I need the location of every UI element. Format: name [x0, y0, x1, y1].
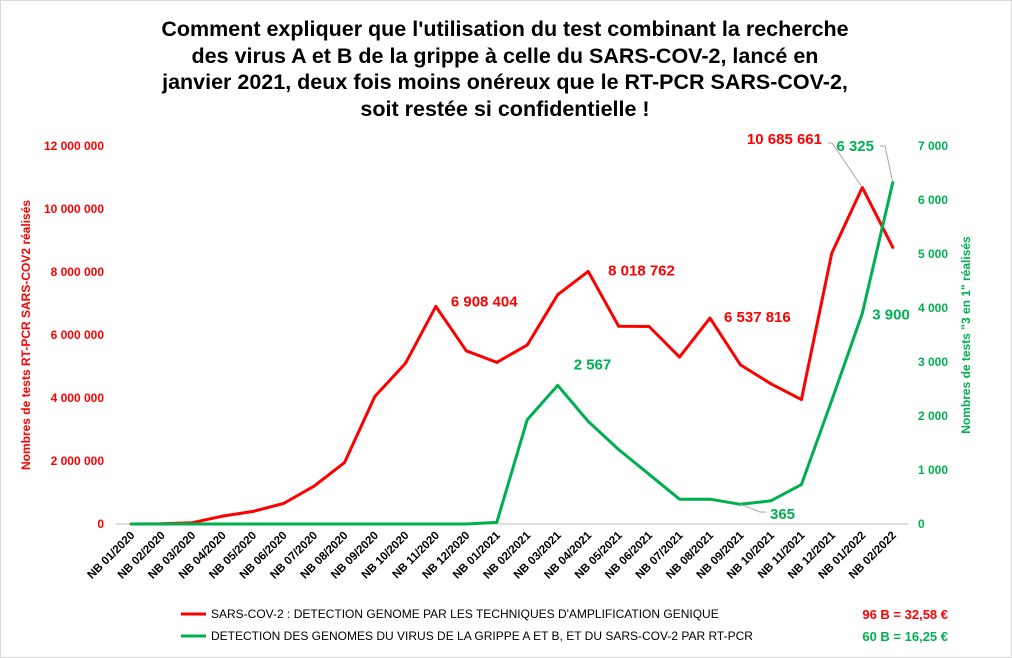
legend-label: SARS-COV-2 : DETECTION GENOME PAR LES TE…: [211, 607, 719, 621]
series-lines: [129, 180, 895, 526]
data-point: [891, 246, 895, 249]
data-point: [678, 497, 681, 501]
data-point: [251, 522, 255, 526]
data-label-leader: [740, 503, 766, 513]
data-point: [190, 522, 194, 526]
data-point: [617, 324, 621, 328]
data-labels: 6 908 404 8 018 762 6 537 816 10 685 661 2 5…: [451, 131, 910, 523]
y-left-axis-title: Nombres de tests RT-PCR SARS-COV2 réalis…: [19, 200, 33, 470]
data-point: [373, 522, 377, 526]
data-point: [160, 522, 164, 526]
y-left-tick-label: 0: [97, 517, 104, 531]
data-point: [282, 522, 285, 526]
legend: SARS-COV-2 : DETECTION GENOME PAR LES TE…: [181, 607, 948, 644]
data-label: 6 325: [836, 138, 874, 155]
data-point: [708, 316, 712, 320]
y-right-axis-title: Nombres de tests "3 en 1" réalisés: [959, 236, 973, 434]
data-point: [251, 510, 255, 513]
y-left-tick-label: 12 000 000: [44, 139, 104, 153]
data-point: [860, 312, 864, 315]
series-line: [129, 185, 895, 526]
data-point: [434, 522, 438, 526]
y-right-tick-label: 6 000: [918, 193, 948, 207]
data-label-leader: [880, 145, 894, 183]
y-right-tick-label: 4 000: [918, 301, 948, 315]
y-right-tick-label: 2 000: [918, 409, 948, 423]
data-point: [525, 418, 529, 422]
data-point: [403, 522, 407, 526]
data-point: [556, 293, 560, 297]
data-point: [739, 363, 742, 367]
data-point: [464, 522, 468, 526]
data-point: [221, 514, 225, 518]
axes: 0 2 000 000 4 000 000 6 000 000 8 000 000 10 …: [19, 139, 973, 582]
data-point: [434, 304, 438, 308]
y-left-tick-label: 10 000 000: [44, 202, 104, 216]
data-point: [343, 522, 346, 526]
data-point: [343, 461, 346, 464]
data-point: [708, 497, 712, 501]
y-right-tick-label: 5 000: [918, 247, 948, 261]
data-point: [495, 361, 499, 364]
data-point: [495, 520, 499, 524]
data-point: [769, 499, 773, 503]
data-label: 10 685 661: [747, 131, 822, 148]
data-label: 3 900: [872, 306, 910, 323]
chart-title-line: janvier 2021, deux fois moins onéreux qu…: [162, 70, 848, 94]
data-label: 2 567: [574, 356, 612, 373]
data-point: [617, 448, 621, 451]
y-right-tick-label: 1 000: [918, 463, 948, 477]
data-label: 365: [770, 506, 795, 523]
data-point: [830, 251, 834, 255]
data-point: [678, 355, 681, 359]
legend-price: 96 B = 32,58 €: [862, 607, 948, 622]
y-right-tick-label: 3 000: [918, 355, 948, 369]
y-right-tick-label: 0: [918, 517, 925, 531]
series-line: [129, 180, 895, 526]
chart-title-line: soit restée si confidentielle !: [360, 96, 650, 121]
data-point: [221, 522, 225, 526]
data-point: [464, 349, 468, 353]
data-label: 6 908 404: [451, 293, 518, 310]
data-point: [647, 325, 651, 328]
y-left-tick-label: 4 000 000: [51, 391, 105, 405]
data-point: [830, 398, 834, 402]
data-point: [282, 502, 285, 505]
data-point: [556, 383, 560, 387]
legend-label: DETECTION DES GENOMES DU VIRUS DE LA GRI…: [211, 629, 753, 643]
data-point: [799, 398, 803, 401]
data-point: [403, 361, 407, 365]
y-right-tick-label: 7 000: [918, 139, 948, 153]
data-point: [312, 484, 316, 488]
data-label-leader: [828, 142, 863, 188]
data-point: [525, 343, 529, 347]
data-point: [769, 382, 773, 386]
chart-title: Comment expliquer que l'utilisation du t…: [90, 16, 920, 122]
y-left-tick-label: 2 000 000: [51, 454, 105, 468]
data-point: [799, 483, 803, 486]
y-left-tick-label: 8 000 000: [51, 265, 105, 279]
chart-title-line: Comment expliquer que l'utilisation du t…: [161, 17, 849, 41]
data-point: [129, 522, 133, 526]
data-point: [647, 472, 651, 476]
legend-price: 60 B = 16,25 €: [862, 629, 948, 644]
data-point: [891, 181, 895, 184]
data-label: 6 537 816: [724, 309, 791, 326]
data-point: [373, 395, 377, 398]
data-label: 8 018 762: [608, 262, 675, 279]
data-point: [312, 522, 316, 526]
y-left-tick-label: 6 000 000: [51, 328, 105, 342]
data-point: [586, 270, 590, 273]
chart-title-line: des virus A et B de la grippe à celle du…: [191, 43, 819, 68]
data-point: [586, 420, 590, 423]
